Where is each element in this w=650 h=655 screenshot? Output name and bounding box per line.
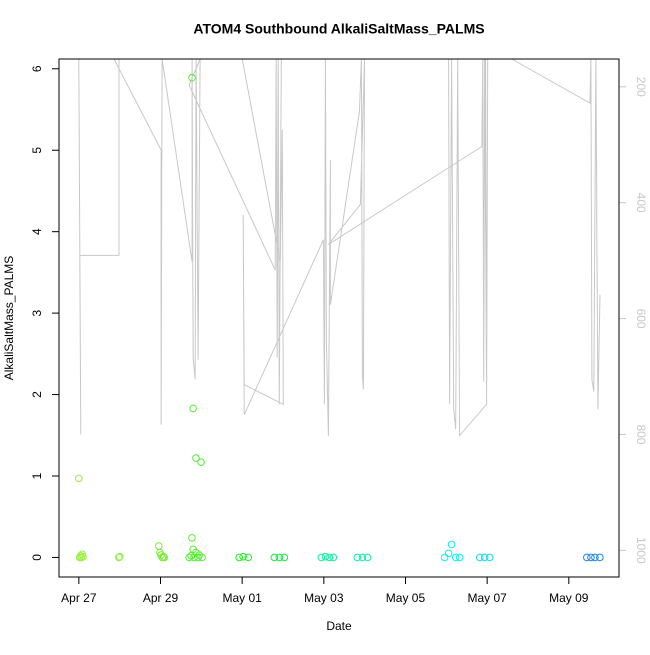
point xyxy=(159,552,168,561)
y-axis-label: AlkaliSaltMass_PALMS xyxy=(2,256,16,381)
point xyxy=(235,553,243,562)
chart-title: ATOM4 Southbound AlkaliSaltMass_PALMS xyxy=(193,21,484,37)
line xyxy=(78,59,601,437)
point xyxy=(455,553,464,562)
point xyxy=(189,404,197,413)
point xyxy=(325,553,334,562)
point xyxy=(451,553,460,562)
point xyxy=(444,549,453,558)
x-tick-label: May 07 xyxy=(467,591,507,605)
point xyxy=(363,553,372,562)
point xyxy=(440,553,449,562)
x-tick-label: Apr 27 xyxy=(61,591,97,605)
axes: Apr 27 Apr 29 May 01 May 03 May 05 May 07 May … xyxy=(30,65,648,605)
point xyxy=(587,553,595,562)
y2-tick-label: 400 xyxy=(634,193,648,213)
point xyxy=(591,553,599,562)
point xyxy=(115,553,123,562)
point xyxy=(75,474,83,483)
point xyxy=(197,458,205,466)
point xyxy=(358,553,367,562)
y-tick-label: 6 xyxy=(30,65,44,72)
point xyxy=(596,553,604,562)
point xyxy=(480,553,489,562)
y-tick-label: 3 xyxy=(30,309,44,316)
plot-area xyxy=(75,59,604,562)
y-tick-label: 2 xyxy=(30,391,44,398)
x-tick-label: Apr 29 xyxy=(143,591,179,605)
point xyxy=(275,553,284,562)
point xyxy=(239,552,247,561)
point xyxy=(280,553,289,562)
point xyxy=(79,552,87,561)
x-axis-label: Date xyxy=(326,619,352,633)
y-tick-label: 5 xyxy=(30,147,44,154)
point xyxy=(244,553,253,562)
x-tick-label: May 09 xyxy=(549,591,589,605)
point xyxy=(270,553,279,562)
point xyxy=(475,553,484,562)
y-tick-label: 4 xyxy=(30,228,44,235)
y2-tick-label: 600 xyxy=(634,309,648,329)
point xyxy=(158,553,167,562)
point xyxy=(185,553,193,562)
plot-frame xyxy=(58,58,620,578)
x-tick-label: May 01 xyxy=(222,591,262,605)
y2-tick-label: 800 xyxy=(634,424,648,444)
x-tick-label: May 05 xyxy=(386,591,426,605)
y-tick-label: 1 xyxy=(30,472,44,479)
point xyxy=(115,552,124,561)
point xyxy=(353,553,362,562)
point xyxy=(160,553,168,562)
point xyxy=(188,534,196,542)
point xyxy=(190,553,198,562)
point xyxy=(317,553,326,562)
point xyxy=(198,553,206,562)
y2-tick-label: 1000 xyxy=(634,537,648,564)
y-tick-label: 0 xyxy=(30,554,44,561)
point xyxy=(194,553,202,562)
point xyxy=(188,73,196,82)
point xyxy=(583,553,591,562)
point xyxy=(447,540,456,549)
y2-tick-label: 200 xyxy=(634,77,648,97)
point xyxy=(192,454,200,462)
x-tick-label: May 03 xyxy=(304,591,344,605)
point xyxy=(485,553,494,562)
point xyxy=(321,552,330,561)
point xyxy=(329,553,338,562)
